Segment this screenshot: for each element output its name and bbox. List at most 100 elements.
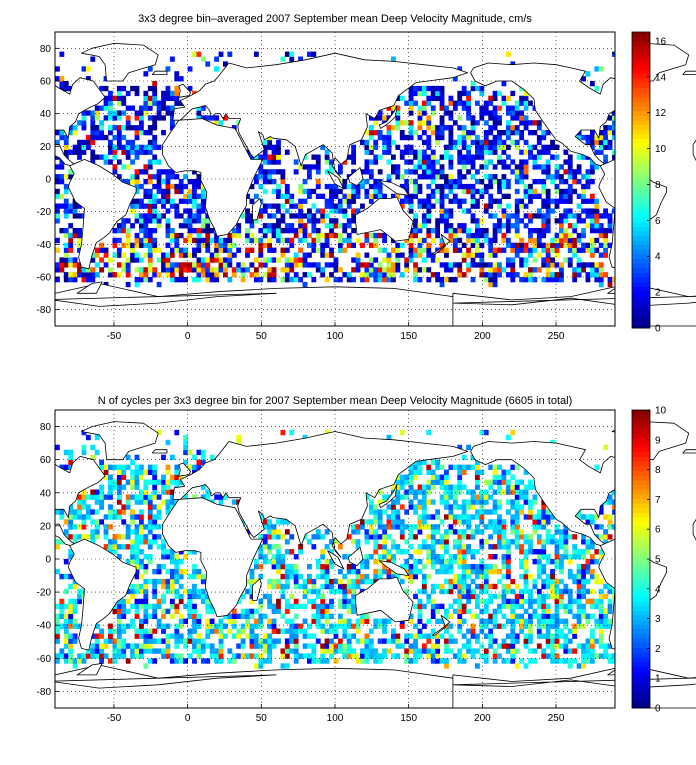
data-cell [337,267,343,273]
coastline [172,431,469,558]
data-cell [192,643,197,649]
data-cell [298,198,303,204]
data-cell [165,110,171,116]
data-cell [329,578,334,585]
data-cell [280,267,286,273]
data-cell [134,559,140,565]
data-cell [607,115,613,121]
data-cell [510,110,516,116]
data-cell [563,188,569,195]
data-cell [408,95,414,101]
data-cell [77,154,82,160]
data-cell [121,484,127,490]
data-cell [55,139,60,146]
data-cell [417,489,423,495]
colorbar-tick-label: 4 [655,584,661,595]
data-cell [417,588,423,595]
data-cell [497,568,502,575]
data-cell [559,232,564,239]
data-cell [488,267,494,273]
data-cell [444,494,449,500]
data-cell [307,272,312,278]
data-cell [532,228,538,234]
data-cell [563,534,569,540]
data-cell [457,469,463,475]
data-cell [435,524,441,530]
data-cell [174,623,180,629]
data-cell [165,228,171,234]
data-cell [452,583,458,590]
data-cell [112,643,118,649]
data-cell [457,484,463,490]
data-cell [342,633,348,639]
data-cell [408,125,414,131]
data-cell [492,464,498,470]
data-cell [174,429,180,436]
data-cell [559,598,564,605]
data-cell [293,613,299,619]
data-cell [603,228,609,234]
data-cell [404,159,410,165]
colorbar-segment [632,628,650,634]
data-cell [360,559,365,565]
data-cell [585,179,591,185]
data-cell [59,81,65,87]
data-cell [346,648,352,654]
data-cell [612,154,617,160]
data-cell [519,628,525,634]
data-cell [399,149,405,155]
data-cell [298,277,303,283]
data-cell [165,252,171,258]
data-cell [514,539,520,545]
data-cell [373,529,379,535]
data-cell [532,499,538,505]
data-cell [470,159,476,165]
data-cell [81,524,87,530]
data-cell [333,277,339,283]
data-cell [426,544,432,550]
data-cell [386,573,392,580]
data-cell [72,598,78,605]
data-cell [589,539,595,545]
data-cell [541,653,547,659]
data-cell [320,568,326,575]
data-cell [81,504,87,510]
data-cell [55,658,60,664]
data-cell [408,257,414,263]
data-cell [452,242,458,248]
data-cell [161,549,166,555]
data-cell [333,633,339,639]
data-cell [165,193,171,199]
data-cell [408,144,414,150]
data-cell [125,608,131,615]
data-cell [271,623,277,629]
data-cell [492,228,498,234]
data-cell [116,514,122,520]
data-cell [346,534,352,540]
data-cell [607,514,613,520]
data-cell [161,608,166,615]
data-cell [567,188,573,195]
data-cell [59,464,65,470]
data-cell [253,237,259,244]
data-cell [581,583,586,590]
y-tick-label: 40 [40,109,52,120]
data-cell [457,539,463,545]
data-cell [94,272,100,278]
data-cell [333,257,339,263]
data-cell [399,429,405,436]
data-cell [156,638,162,644]
data-cell [519,618,525,624]
data-cell [169,56,175,62]
data-cell [249,653,255,659]
data-cell [112,658,118,664]
data-cell [536,593,542,600]
data-cell [479,232,485,239]
data-cell [302,588,308,595]
data-cell [519,534,525,540]
data-cell [342,554,348,560]
data-cell [103,653,109,659]
data-cell [174,658,180,664]
data-cell [116,509,122,515]
